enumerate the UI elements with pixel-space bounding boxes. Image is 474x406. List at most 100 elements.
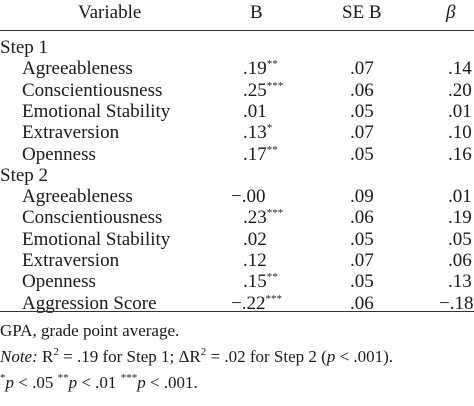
beta-cell: .01 <box>448 100 472 122</box>
variable-cell: Agreeableness <box>22 58 133 80</box>
beta-cell: .13 <box>448 271 472 293</box>
note-text-4: < .001). <box>335 347 394 366</box>
sig-2-p: p <box>68 373 78 392</box>
se-cell: .07 <box>350 122 374 144</box>
b-cell: .01 <box>243 101 267 123</box>
b-cell: .12 <box>243 250 267 272</box>
table-row: Extraversion .13* .07 .10 <box>0 122 474 144</box>
header-b: B <box>250 2 263 23</box>
beta-cell: .16 <box>448 143 472 165</box>
sig-2-text: < .01 <box>77 373 121 392</box>
note-sup-2: 2 <box>200 346 207 358</box>
se-cell: .05 <box>350 228 374 250</box>
r-squared-note: Note: R2 = .19 for Step 1; ΔR2 = .02 for… <box>0 344 474 370</box>
se-cell: .06 <box>350 79 374 101</box>
b-value: .13 <box>243 122 267 144</box>
table-notes: GPA, grade point average. Note: R2 = .19… <box>0 318 474 396</box>
b-value: −.22 <box>231 292 266 314</box>
table-row: Extraversion .12 .07 .06 <box>0 250 474 272</box>
table-row: Aggression Score −.22*** .06 −.18 <box>0 293 474 315</box>
table-header: Variable B SE B β <box>0 2 474 26</box>
significance-mark: ** <box>266 143 278 156</box>
se-cell: .05 <box>350 271 374 293</box>
se-cell: .07 <box>350 58 374 80</box>
note-sup-1: 2 <box>53 346 59 358</box>
variable-cell: Openness <box>22 143 96 165</box>
table-row: Agreeableness .19** .07 .14 <box>0 58 474 80</box>
note-text-3: = .02 for Step 2 ( <box>206 347 327 366</box>
b-value: .25 <box>243 79 267 101</box>
table-row: Conscientiousness .23*** .06 .19 <box>0 207 474 229</box>
variable-cell: Openness <box>22 271 96 293</box>
sig-3-mark: *** <box>120 372 138 384</box>
b-cell: −.22*** <box>231 293 282 315</box>
b-cell: .13* <box>243 122 272 144</box>
beta-cell: .01 <box>448 186 472 208</box>
beta-cell: .05 <box>448 228 472 250</box>
b-cell: .19** <box>243 58 278 80</box>
note-text-2: = .19 for Step 1; ΔR <box>58 347 201 366</box>
variable-cell: Extraversion <box>22 250 120 271</box>
header-se-b: SE B <box>342 2 382 23</box>
table-row: Emotional Stability .02 .05 .05 <box>0 229 474 251</box>
beta-cell: −.18 <box>439 292 474 314</box>
table-row: Emotional Stability .01 .05 .01 <box>0 101 474 123</box>
variable-cell: Emotional Stability <box>22 100 171 122</box>
table-row: Agreeableness −.00 .09 .01 <box>0 186 474 208</box>
b-cell: .02 <box>243 229 267 251</box>
beta-cell: .10 <box>448 122 472 144</box>
b-cell: .15** <box>243 271 278 293</box>
beta-cell: .19 <box>448 207 472 229</box>
b-value: .01 <box>243 100 267 122</box>
sig-3-text: < .001. <box>145 373 198 392</box>
sig-3-p: p <box>137 373 146 392</box>
note-label: Note: <box>0 347 38 366</box>
beta-cell: .14 <box>448 58 472 80</box>
b-cell: .23*** <box>243 207 283 229</box>
step-label: Step 1 <box>0 37 49 58</box>
variable-cell: Conscientiousness <box>22 207 163 229</box>
note-text-1: R <box>37 347 54 366</box>
significance-mark: *** <box>265 292 282 305</box>
b-value: .19 <box>243 58 267 80</box>
se-cell: .06 <box>350 292 374 314</box>
significance-mark: *** <box>266 207 284 220</box>
se-cell: .07 <box>350 250 374 271</box>
b-value: .23 <box>243 207 267 229</box>
sig-1-mark: * <box>0 372 6 384</box>
b-value: .17 <box>243 143 267 165</box>
header-variable: Variable <box>78 2 142 23</box>
significance-note: *p < .05 **p < .01 ***p < .001. <box>0 370 474 396</box>
b-cell: −.00 <box>231 186 265 208</box>
variable-cell: Extraversion <box>22 122 120 144</box>
variable-cell: Emotional Stability <box>22 228 171 250</box>
significance-mark: * <box>266 122 273 135</box>
sig-2-mark: ** <box>57 372 69 384</box>
gpa-note: GPA, grade point average. <box>0 318 474 344</box>
se-cell: .05 <box>350 143 374 165</box>
se-cell: .09 <box>350 186 374 208</box>
note-p: p <box>326 347 336 366</box>
table-row: Conscientiousness .25*** .06 .20 <box>0 80 474 102</box>
step-row: Step 1 <box>0 37 474 59</box>
significance-mark: ** <box>266 58 278 71</box>
b-value: .15 <box>243 271 267 293</box>
b-cell: .17** <box>243 144 278 166</box>
beta-cell: .06 <box>448 250 472 271</box>
se-cell: .05 <box>350 100 374 122</box>
variable-cell: Aggression Score <box>22 292 157 314</box>
step-label: Step 2 <box>0 164 49 186</box>
bottom-rule <box>0 311 474 312</box>
table-row: Openness .17** .05 .16 <box>0 144 474 166</box>
sig-1-text: < .05 <box>14 373 58 392</box>
b-cell: .25*** <box>243 80 283 102</box>
variable-cell: Agreeableness <box>22 186 133 208</box>
sig-1-p: p <box>5 373 15 392</box>
beta-cell: .20 <box>448 79 472 101</box>
variable-cell: Conscientiousness <box>22 79 163 101</box>
b-value: −.00 <box>231 186 266 208</box>
significance-mark: ** <box>266 271 278 284</box>
step-row: Step 2 <box>0 165 474 187</box>
table-row: Openness .15** .05 .13 <box>0 271 474 293</box>
